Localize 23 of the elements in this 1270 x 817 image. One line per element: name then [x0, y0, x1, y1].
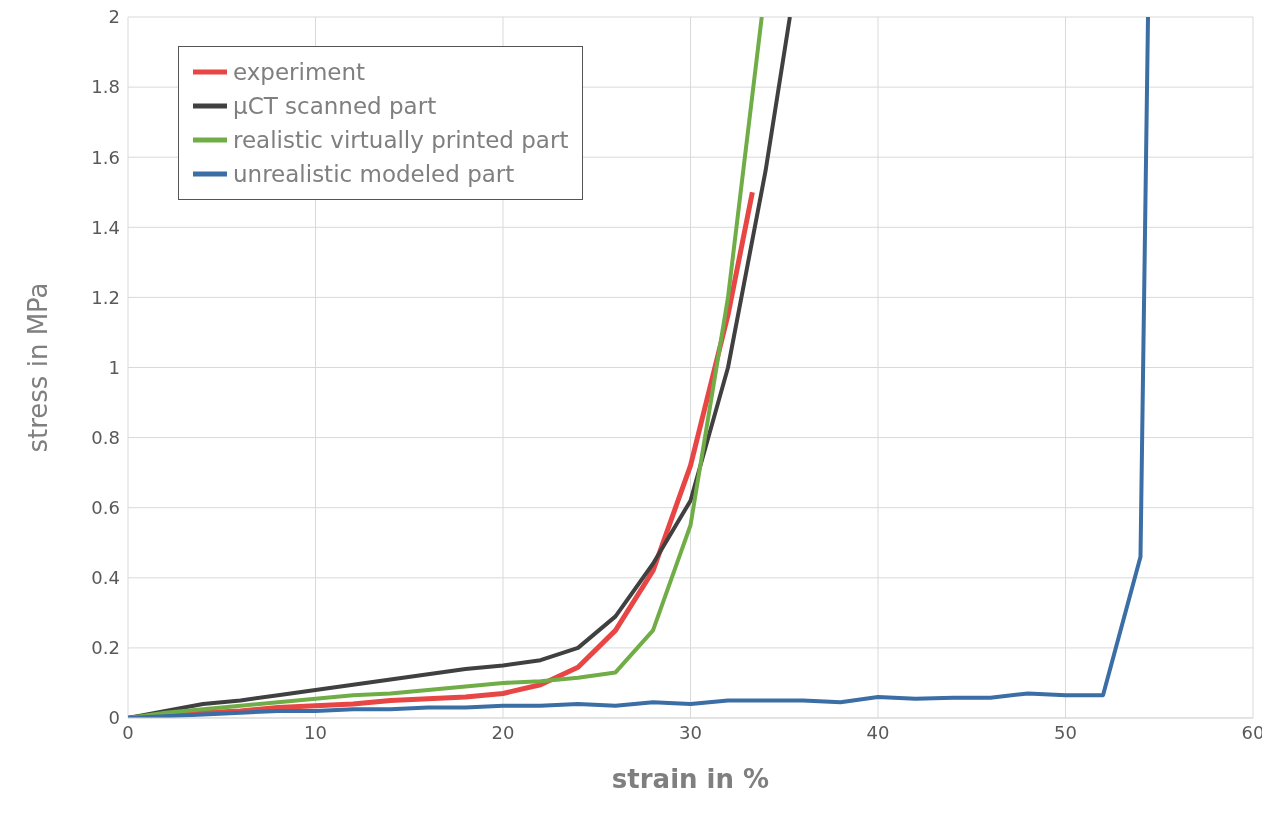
x-tick-label: 40: [866, 721, 890, 743]
y-tick-label: 1.2: [91, 286, 120, 308]
x-axis-title: strain in %: [611, 764, 770, 794]
y-tick-label: 2: [108, 6, 120, 28]
y-tick-label: 0.8: [91, 426, 120, 448]
y-tick-label: 1.6: [91, 146, 120, 168]
legend-label: realistic virtually printed part: [233, 126, 569, 155]
legend-label: unrealistic modeled part: [233, 160, 515, 189]
x-tick-label: 20: [491, 721, 515, 743]
legend-label: µCT scanned part: [233, 92, 437, 121]
y-tick-label: 0: [108, 707, 120, 729]
y-tick-label: 0.2: [91, 637, 120, 659]
y-tick-label: 1: [108, 356, 120, 378]
y-tick-label: 1.4: [91, 216, 120, 238]
y-tick-label: 0.6: [91, 497, 120, 519]
x-tick-label: 0: [122, 721, 134, 743]
y-axis-title: stress in MPa: [23, 282, 54, 453]
x-tick-label: 50: [1054, 721, 1077, 743]
y-tick-label: 1.8: [91, 76, 120, 98]
legend-label: experiment: [233, 58, 366, 87]
x-tick-label: 10: [304, 721, 327, 743]
x-tick-label: 30: [679, 721, 702, 743]
y-tick-label: 0.4: [91, 567, 120, 589]
